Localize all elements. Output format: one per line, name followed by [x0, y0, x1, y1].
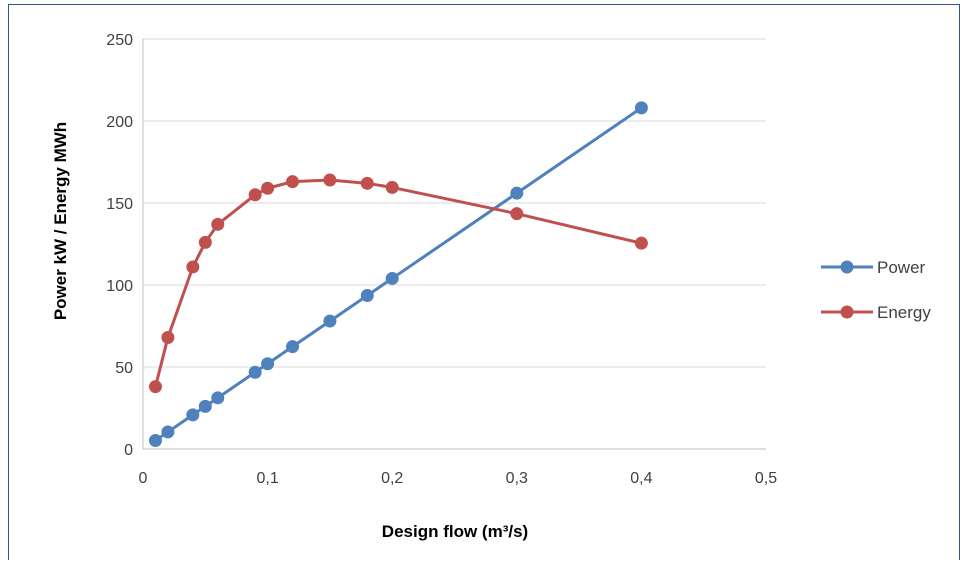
x-tick-label: 0	[139, 470, 148, 487]
data-point	[248, 365, 262, 379]
legend-label: Power	[877, 258, 926, 277]
series-line	[154, 106, 643, 442]
data-point	[198, 235, 212, 249]
legend-marker	[840, 305, 854, 319]
y-tick-label: 150	[106, 196, 133, 213]
line-chart: 0 50 100 150 200 250 0 0,1 0,2 0,3 0,4 0,5 Design f…	[51, 32, 931, 541]
x-tick-label: 0,1	[256, 470, 278, 487]
data-point	[385, 180, 399, 194]
y-tick-label: 200	[106, 114, 133, 131]
data-point	[186, 260, 200, 274]
data-point	[186, 408, 200, 422]
y-tick-label: 50	[115, 360, 133, 377]
data-point	[323, 314, 337, 328]
data-point	[385, 271, 399, 285]
data-point	[261, 357, 275, 371]
data-point	[510, 186, 524, 200]
data-point	[198, 399, 212, 413]
gridlines	[143, 38, 766, 368]
data-point	[634, 236, 648, 250]
series-layer	[148, 101, 648, 447]
series-line	[154, 178, 642, 388]
y-tick-label: 100	[106, 278, 133, 295]
data-point	[323, 173, 337, 187]
legend-label: Energy	[877, 303, 931, 322]
data-point	[510, 207, 524, 221]
x-tick-label: 0,3	[506, 470, 528, 487]
x-tick-label: 0,2	[381, 470, 403, 487]
data-point	[286, 340, 300, 354]
legend-item-energy: Energy	[821, 303, 931, 322]
data-point	[161, 330, 175, 344]
x-axis-title: Design flow (m³/s)	[382, 522, 528, 541]
data-point	[634, 101, 648, 115]
data-point	[211, 391, 225, 405]
x-tick-label: 0,5	[755, 470, 777, 487]
chart-frame: 0 50 100 150 200 250 0 0,1 0,2 0,3 0,4 0,5 Design f…	[8, 4, 960, 560]
y-tick-label: 250	[106, 32, 133, 49]
axes	[142, 39, 766, 450]
y-tick-label: 0	[124, 442, 133, 459]
legend-marker	[840, 260, 854, 274]
data-point	[360, 176, 374, 190]
y-axis-title: Power kW / Energy MWh	[51, 122, 70, 320]
data-point	[161, 425, 175, 439]
legend: Power Energy	[821, 258, 931, 322]
data-point	[286, 175, 300, 189]
data-point	[261, 181, 275, 195]
data-point	[211, 217, 225, 231]
data-point	[148, 380, 162, 394]
data-point	[360, 288, 374, 302]
series-power	[148, 101, 648, 447]
tick-labels: 0 50 100 150 200 250 0 0,1 0,2 0,3 0,4 0,5	[106, 32, 777, 487]
data-point	[248, 188, 262, 202]
x-tick-label: 0,4	[630, 470, 652, 487]
legend-item-power: Power	[821, 258, 926, 277]
series-energy	[148, 173, 648, 394]
data-point	[148, 433, 162, 447]
